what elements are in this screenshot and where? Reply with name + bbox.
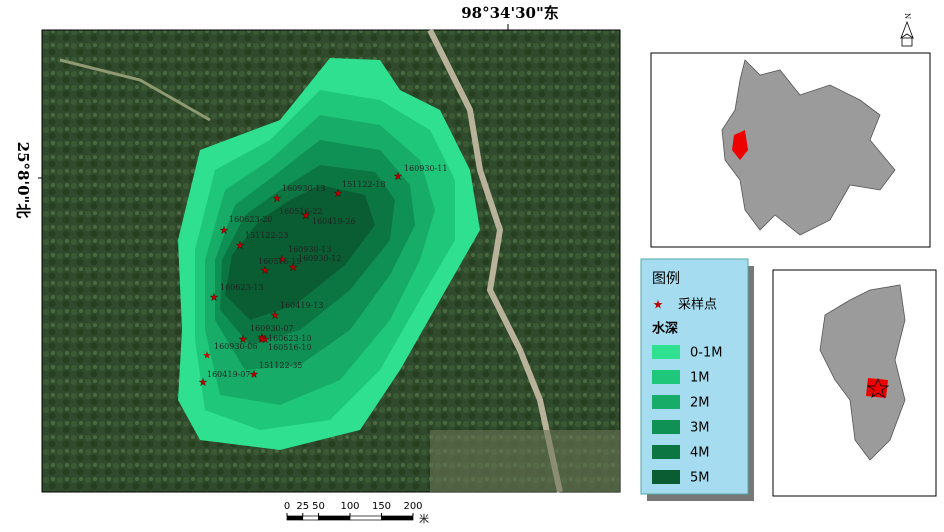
scale-unit: 米 xyxy=(419,513,429,526)
sample-label: 160516-19 xyxy=(258,257,301,266)
sample-label: 160623-10 xyxy=(268,334,311,343)
legend-class-label: 2M xyxy=(690,396,710,411)
sample-label: 151122-23 xyxy=(245,231,288,240)
legend-class-label: 0-1M xyxy=(690,346,722,361)
scale-tick-label: 50 xyxy=(312,501,325,512)
legend-swatch xyxy=(652,445,680,459)
depth-contours xyxy=(178,58,480,450)
scale-segment xyxy=(318,515,351,521)
sample-label: 160516-22 xyxy=(279,207,322,216)
legend-title: 图例 xyxy=(652,271,680,287)
sample-label: 160930-13 xyxy=(288,245,331,254)
sample-star: ★ xyxy=(258,333,267,344)
sample-star: ★ xyxy=(334,189,343,200)
study-county xyxy=(732,130,748,160)
lat-label: 25°8'0"北 xyxy=(14,142,32,219)
scale-segment xyxy=(381,515,414,521)
study-star xyxy=(866,377,890,398)
scale-tick-label: 200 xyxy=(403,501,422,512)
legend-class-label: 1M xyxy=(690,371,710,386)
sample-label: 160930-12 xyxy=(298,254,341,263)
county-shape xyxy=(819,284,906,461)
north-label: N xyxy=(903,13,911,19)
scale-tick-label: 100 xyxy=(340,501,359,512)
sample-star: ★ xyxy=(289,263,298,274)
legend-star: ★ xyxy=(653,298,664,312)
scale-tick-label: 150 xyxy=(372,501,391,512)
legend-swatch xyxy=(652,420,680,434)
sample-label: 151122-35 xyxy=(259,361,302,370)
sample-label: 151122-18 xyxy=(342,180,385,189)
sample-label: 160930-06 xyxy=(214,342,257,351)
road xyxy=(427,28,563,493)
legend-swatch xyxy=(652,470,680,484)
sample-label: 160930-13 xyxy=(282,184,325,193)
sample-label: 160419-07 xyxy=(207,370,250,379)
sample-star: ★ xyxy=(203,351,212,362)
lon-label: 98°34'30"东 xyxy=(461,4,559,22)
legend-swatch xyxy=(652,345,680,359)
field xyxy=(430,430,620,492)
sample-star: ★ xyxy=(394,172,403,183)
sample-star: ★ xyxy=(273,194,282,205)
sample-star: ★ xyxy=(271,311,280,322)
legend-class-label: 4M xyxy=(690,446,710,461)
sample-label: 160623-20 xyxy=(229,215,272,224)
scale-segment xyxy=(302,515,319,521)
sample-star: ★ xyxy=(261,335,270,346)
legend-symbol-label: 采样点 xyxy=(678,298,717,313)
sample-label: 160930-07 xyxy=(250,324,293,333)
sample-star: ★ xyxy=(239,335,248,346)
sample-star: ★ xyxy=(199,378,208,389)
scale-segment xyxy=(349,515,382,521)
north-arrow: N xyxy=(900,13,914,47)
legend-swatch xyxy=(652,370,680,384)
province-shape xyxy=(721,59,896,236)
legend-class-label: 5M xyxy=(690,471,710,486)
legend-swatch xyxy=(652,395,680,409)
sample-star: ★ xyxy=(302,211,311,222)
sample-label: 160419-26 xyxy=(312,217,355,226)
sample-label: 160516-10 xyxy=(268,343,311,352)
sample-star: ★ xyxy=(250,370,259,381)
sample-star: ★ xyxy=(278,255,287,266)
sample-label: 160930-11 xyxy=(404,164,447,173)
legend-class-label: 3M xyxy=(690,421,710,436)
scale-tick-label: 0 xyxy=(284,501,290,512)
legend-depth-title: 水深 xyxy=(652,321,678,337)
sample-label: 160419-13 xyxy=(280,301,323,310)
depth-5 xyxy=(225,185,375,320)
sample-label: 160623-13 xyxy=(220,283,263,292)
scale-tick-label: 25 xyxy=(296,501,309,512)
sample-star: ★ xyxy=(258,335,267,346)
sample-star: ★ xyxy=(236,241,245,252)
path xyxy=(59,58,211,122)
sample-star: ★ xyxy=(261,266,270,277)
sample-star: ★ xyxy=(302,211,311,222)
sample-star: ★ xyxy=(210,293,219,304)
scale-segment xyxy=(286,515,304,521)
sample-star: ★ xyxy=(220,226,229,237)
